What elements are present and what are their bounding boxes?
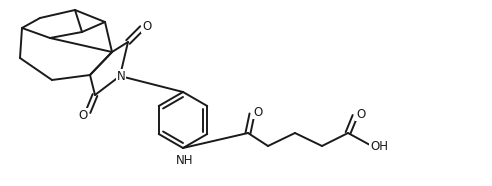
Text: OH: OH xyxy=(370,140,388,153)
Text: N: N xyxy=(117,70,125,83)
Text: O: O xyxy=(78,108,88,121)
Text: O: O xyxy=(142,20,152,33)
Text: O: O xyxy=(356,108,366,121)
Text: NH: NH xyxy=(176,153,194,166)
Text: O: O xyxy=(253,105,263,118)
